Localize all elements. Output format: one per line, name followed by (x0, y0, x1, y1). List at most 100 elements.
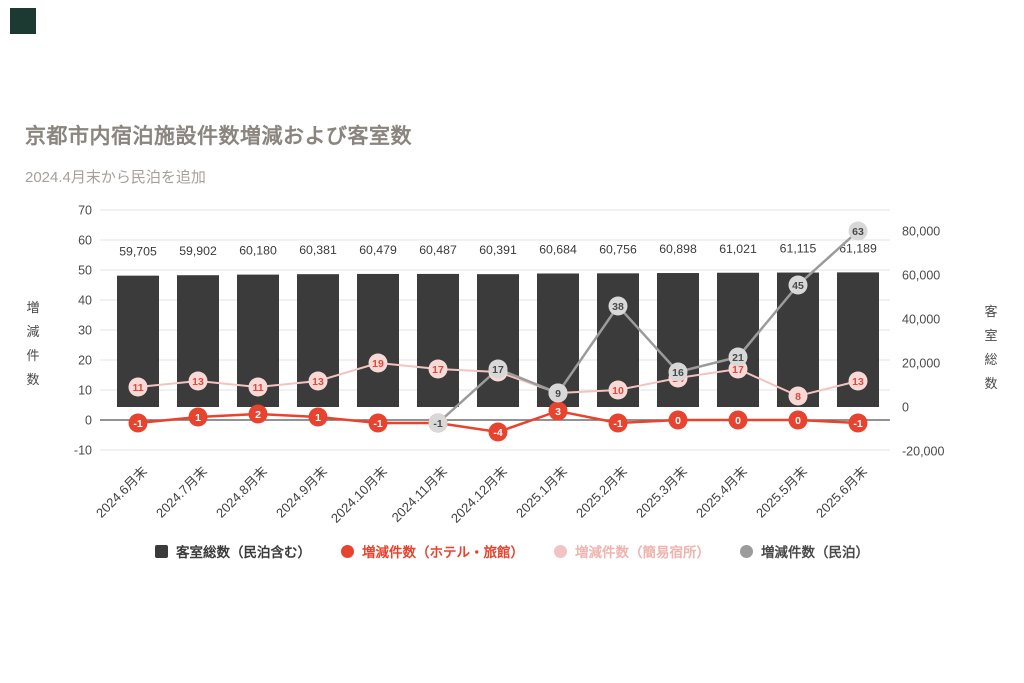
minpaku-point-marker (668, 362, 688, 382)
left-axis-tick: 10 (78, 384, 92, 398)
legend-label: 増減件数（簡易宿所） (575, 545, 710, 560)
hotel-point-marker (728, 410, 748, 430)
chart-title: 京都市内宿泊施設件数増減および客室数 (25, 125, 412, 148)
minpaku-point-marker (848, 221, 868, 241)
bar-value-label: 60,391 (479, 243, 517, 257)
kanyado-point-marker (608, 380, 628, 400)
kanyado-point-marker (368, 353, 388, 373)
hotel-point-label: 1 (195, 412, 201, 424)
kanyado-point-label: 11 (252, 382, 263, 394)
hotel-point-label: 0 (795, 415, 801, 427)
hotel-point-marker (488, 422, 508, 442)
legend-item: 客室総数（民泊含む） (155, 541, 311, 561)
legend-marker-square (155, 544, 168, 558)
bar-value-label: 60,756 (599, 242, 637, 256)
legend-label: 増減件数（民泊） (761, 545, 869, 560)
left-axis-tick: 50 (78, 264, 92, 278)
hotel-point-label: 1 (315, 412, 321, 424)
bar-value-label: 59,902 (179, 244, 217, 258)
kanyado-point-label: 11 (132, 382, 143, 394)
kanyado-point-marker (848, 371, 868, 391)
kanyado-point-marker (248, 377, 268, 397)
minpaku-point-marker (788, 275, 808, 295)
hotel-point-marker (788, 410, 808, 430)
right-axis-title: 客室総数 (984, 304, 997, 391)
hotel-point-marker (188, 407, 208, 427)
hotel-point-marker (128, 413, 148, 433)
hotel-point-marker (608, 413, 628, 433)
x-axis-label: 2024.6月末 (93, 464, 150, 521)
bar-value-label: 60,479 (359, 243, 397, 257)
x-axis-label: 2025.1月末 (513, 464, 570, 521)
minpaku-point-label: 45 (792, 280, 804, 292)
bar-value-label: 60,180 (239, 244, 277, 258)
minpaku-point-marker (428, 413, 448, 433)
left-axis-tick: 70 (78, 204, 92, 218)
kanyado-point-label: 17 (432, 364, 444, 376)
kanyado-point-label: 8 (795, 391, 801, 403)
left-axis-tick: 60 (78, 234, 92, 248)
minpaku-point-label: 16 (672, 367, 684, 379)
x-axis-label: 2025.4月末 (693, 464, 750, 521)
x-axis-label: 2025.3月末 (633, 464, 690, 521)
x-axis-label: 2025.6月末 (813, 464, 870, 521)
kanyado-point-marker (788, 386, 808, 406)
bar (357, 273, 399, 407)
left-axis-tick: 40 (78, 294, 92, 308)
minpaku-point-marker (548, 383, 568, 403)
legend: 客室総数（民泊含む） 増減件数（ホテル・旅館） 増減件数（簡易宿所） 増減件数（民泊） (0, 541, 1024, 561)
bar-value-label: 60,487 (419, 243, 457, 257)
kanyado-point-label: 19 (372, 358, 384, 370)
legend-marker-circle (341, 544, 354, 558)
x-axis-label: 2024.11月末 (389, 464, 451, 526)
hotel-point-label: 2 (255, 409, 261, 421)
x-axis-label: 2024.12月末 (448, 464, 510, 526)
bar-value-label: 60,684 (539, 242, 577, 256)
minpaku-point-label: 63 (852, 226, 864, 238)
right-axis-tick: 20,000 (902, 357, 940, 371)
bar-value-label: 61,189 (839, 241, 877, 255)
right-axis-tick: 60,000 (902, 269, 940, 283)
legend-item: 増減件数（簡易宿所） (554, 541, 710, 561)
minpaku-point-marker (488, 359, 508, 379)
left-axis-tick: 0 (85, 414, 92, 428)
x-axis-label: 2024.9月末 (273, 464, 330, 521)
bar-value-label: 61,021 (719, 242, 757, 256)
hotel-point-marker (668, 410, 688, 430)
x-axis-label: 2024.8月末 (213, 464, 270, 521)
legend-item: 増減件数（ホテル・旅館） (341, 541, 524, 561)
minpaku-point-marker (608, 296, 628, 316)
chart-subtitle: 2024.4月末から民泊を追加 (25, 169, 206, 186)
kanyado-point-marker (308, 371, 328, 391)
hotel-point-label: -1 (613, 418, 622, 430)
hotel-point-marker (368, 413, 388, 433)
hotel-point-marker (848, 413, 868, 433)
hotel-point-label: -1 (853, 418, 862, 430)
corner-accent (10, 8, 36, 34)
hotel-point-label: 0 (675, 415, 681, 427)
minpaku-point-label: 9 (555, 388, 561, 400)
bar (477, 274, 519, 407)
bar-value-label: 60,898 (659, 242, 697, 256)
hotel-point-label: 3 (555, 406, 561, 418)
left-axis-tick: -10 (74, 444, 92, 458)
bar-value-label: 61,115 (780, 242, 817, 256)
x-axis-label: 2025.5月末 (753, 464, 810, 521)
left-axis-tick: 30 (78, 324, 92, 338)
minpaku-point-label: 17 (492, 364, 504, 376)
hotel-point-marker (548, 401, 568, 421)
kanyado-point-label: 13 (852, 376, 864, 388)
minpaku-point-label: 38 (612, 301, 624, 313)
minpaku-point-label: -1 (433, 418, 442, 430)
kanyado-point-label: 13 (192, 376, 204, 388)
kanyado-point-marker (188, 371, 208, 391)
kanyado-point-marker (128, 377, 148, 397)
hotel-point-label: -1 (133, 418, 142, 430)
left-axis-title: 増減件数 (26, 300, 39, 387)
right-axis-tick: 40,000 (902, 313, 940, 327)
legend-label: 増減件数（ホテル・旅館） (362, 545, 524, 560)
x-axis-label: 2025.2月末 (573, 464, 630, 521)
hotel-point-label: -1 (373, 418, 382, 430)
